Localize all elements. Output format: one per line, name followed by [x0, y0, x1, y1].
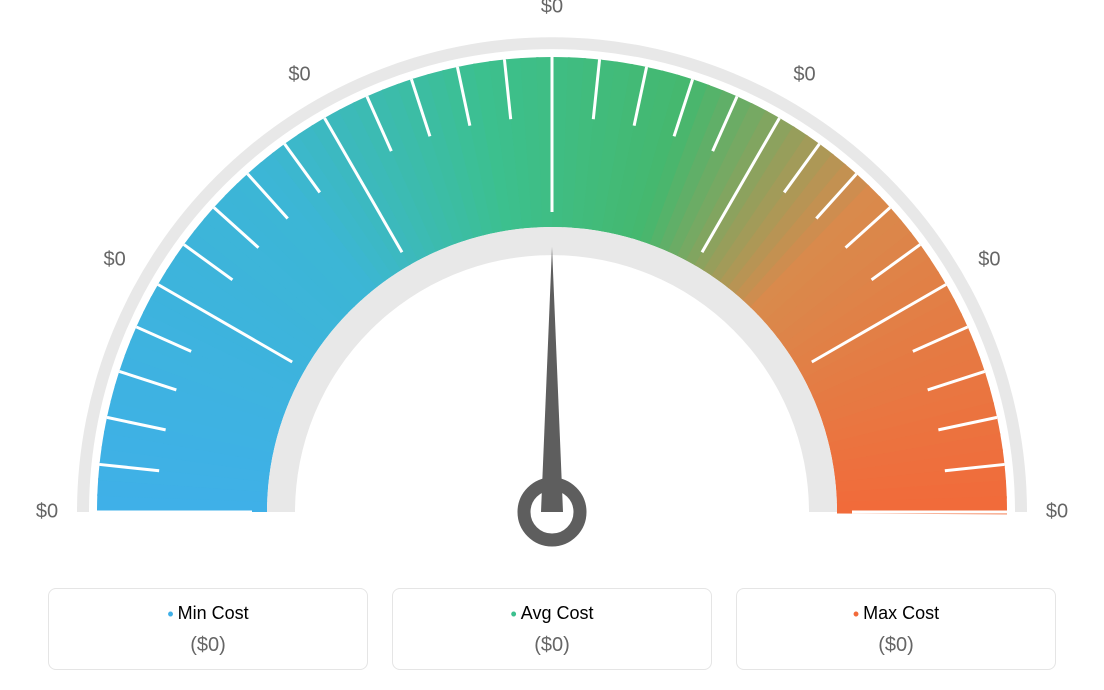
legend-card-max: • Max Cost ($0)	[736, 588, 1056, 670]
legend-title-avg: • Avg Cost	[510, 603, 593, 624]
legend-label: Max Cost	[863, 603, 939, 624]
gauge-chart-container: $0 $0 $0 $0 $0 $0 $0 • Min Cost ($0) • Avg Cos…	[0, 0, 1104, 690]
legend-card-avg: • Avg Cost ($0)	[392, 588, 712, 670]
legend-title-min: • Min Cost	[167, 603, 248, 624]
gauge-tick-label: $0	[793, 63, 815, 86]
dot-icon: •	[853, 605, 859, 623]
gauge-tick-label: $0	[1046, 501, 1068, 524]
gauge-tick-label: $0	[36, 501, 58, 524]
dot-icon: •	[167, 605, 173, 623]
legend-value-min: ($0)	[69, 634, 347, 657]
legend-label: Avg Cost	[521, 603, 594, 624]
gauge-tick-label: $0	[104, 248, 126, 271]
legend-value-max: ($0)	[757, 634, 1035, 657]
gauge-tick-label: $0	[541, 0, 563, 19]
legend-value-avg: ($0)	[413, 634, 691, 657]
legend-row: • Min Cost ($0) • Avg Cost ($0) • Max Co…	[0, 588, 1104, 670]
dot-icon: •	[510, 605, 516, 623]
gauge-tick-label: $0	[288, 63, 310, 86]
legend-card-min: • Min Cost ($0)	[48, 588, 368, 670]
legend-title-max: • Max Cost	[853, 603, 939, 624]
legend-label: Min Cost	[178, 603, 249, 624]
gauge-svg	[0, 0, 1104, 570]
gauge-tick-label: $0	[978, 248, 1000, 271]
gauge-area: $0 $0 $0 $0 $0 $0 $0	[0, 0, 1104, 570]
